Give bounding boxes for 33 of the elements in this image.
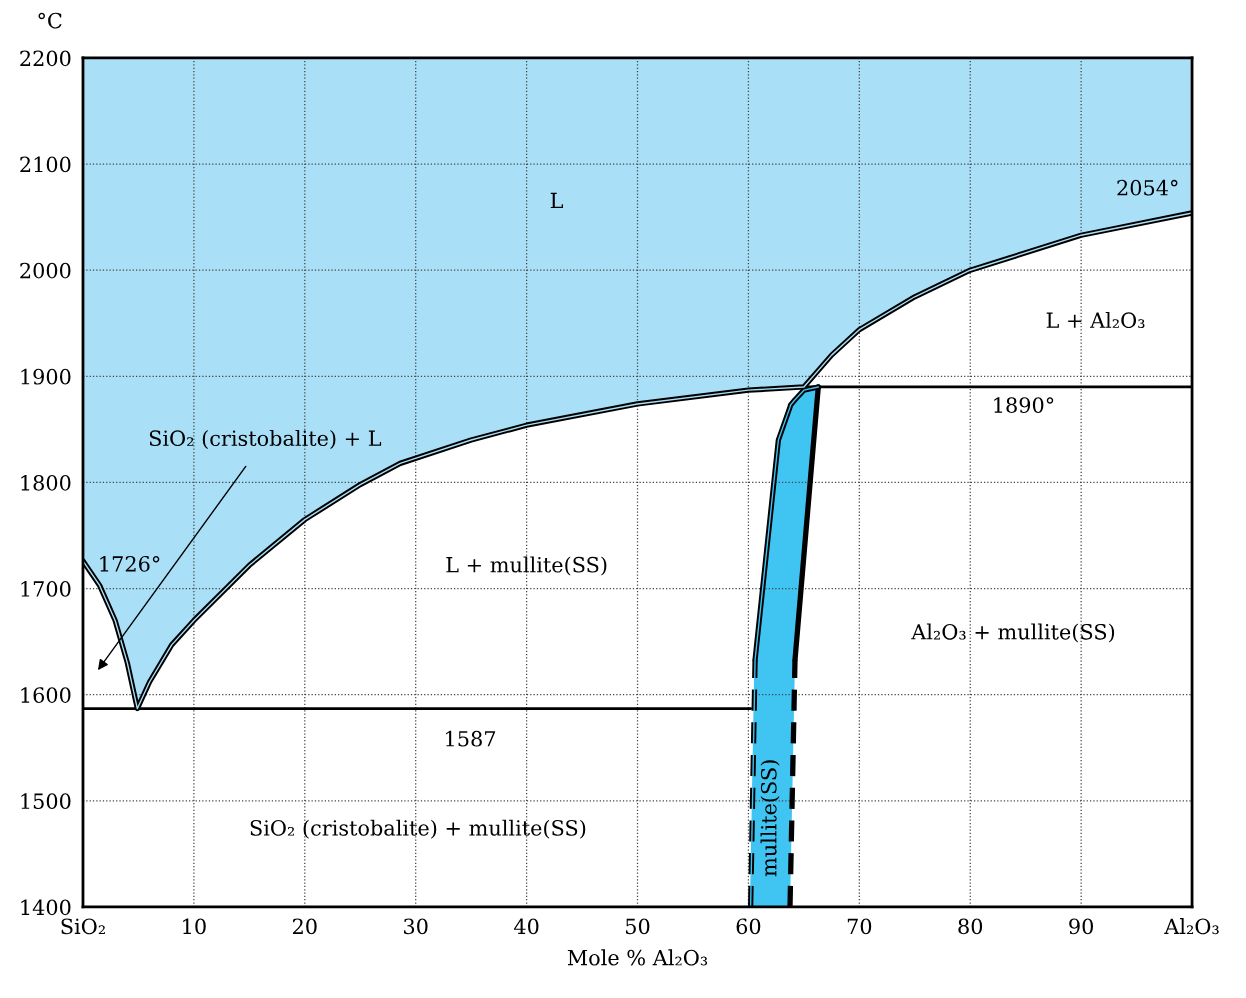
y-tick-label: 1500	[21, 793, 71, 810]
x-tick-label: Al₂O₃	[1164, 918, 1219, 935]
x-axis-title: Mole % Al₂O₃	[567, 949, 708, 966]
x-tick-label: SiO₂	[61, 918, 105, 935]
y-tick-label: 1600	[21, 687, 71, 703]
x-tick-label: 50	[626, 918, 650, 935]
x-tick-label: 80	[958, 918, 983, 935]
annotation: L + mullite(SS)	[446, 556, 607, 576]
y-tick-label: 1400	[21, 899, 71, 916]
x-tick-label: 40	[514, 918, 539, 935]
y-tick-label: 1900	[21, 368, 71, 385]
x-tick-label: 10	[183, 918, 206, 935]
annotation: L	[550, 192, 563, 209]
y-tick-label: 2200	[20, 50, 71, 67]
annotation: 1726°	[100, 555, 160, 572]
annotation: L + Al₂O₃	[1046, 311, 1145, 329]
x-tick-label: 30	[404, 918, 428, 935]
y-tick-label: 1700	[21, 581, 71, 597]
annotation: mullite(SS)	[760, 760, 780, 877]
y-tick-label: 2100	[20, 156, 71, 173]
x-tick-label: 70	[847, 918, 872, 935]
x-tick-label: 90	[1069, 918, 1094, 935]
y-axis-title: °C	[38, 12, 62, 29]
annotation: Al₂O₃ + mullite(SS)	[911, 623, 1115, 643]
y-tick-label: 2000	[20, 262, 71, 279]
annotation: 1587	[446, 730, 496, 747]
y-tick-label: 1800	[21, 474, 71, 491]
annotation: SiO₂ (cristobalite) + mullite(SS)	[250, 819, 586, 839]
x-tick-label: 60	[736, 918, 761, 935]
annotation: 1890°	[994, 397, 1054, 413]
annotation: SiO₂ (cristobalite) + L	[149, 429, 382, 450]
annotation: 2054°	[1117, 179, 1178, 196]
x-tick-label: 20	[292, 918, 317, 935]
